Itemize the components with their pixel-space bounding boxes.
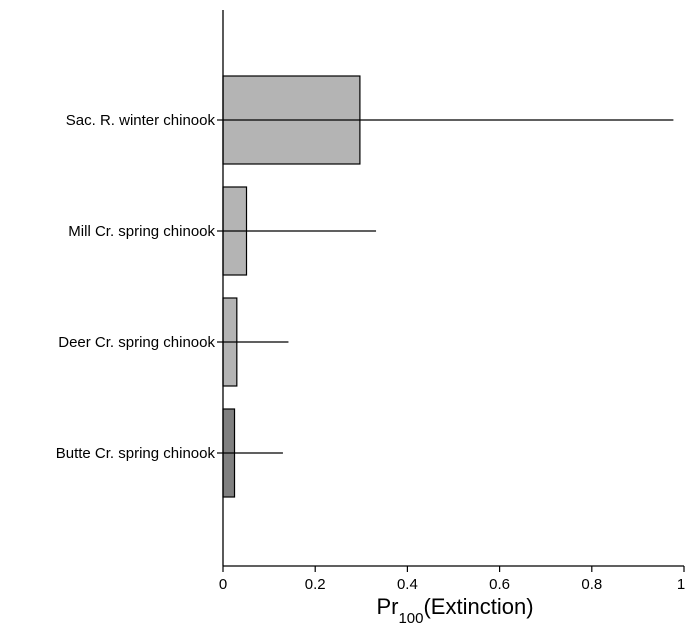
x-axis-title: Pr100(Extinction)	[376, 594, 533, 625]
bars-layer	[222, 75, 361, 498]
category-label-0: Sac. R. winter chinook	[66, 112, 216, 129]
error-bars-layer	[223, 119, 674, 454]
x-tick-label-4: 0.8	[581, 576, 602, 593]
category-label-1: Mill Cr. spring chinook	[68, 223, 215, 240]
x-axis-title-prefix: Pr	[376, 594, 398, 619]
x-tick-label-0: 0	[219, 576, 227, 593]
category-labels: Sac. R. winter chinook Mill Cr. spring ch…	[56, 112, 223, 462]
axes	[222, 10, 684, 567]
x-tick-label-3: 0.6	[489, 576, 510, 593]
x-ticks: 0 0.2 0.4 0.6 0.8 1	[219, 566, 685, 593]
x-tick-label-5: 1	[677, 576, 685, 593]
x-tick-label-2: 0.4	[397, 576, 418, 593]
category-label-2: Deer Cr. spring chinook	[58, 334, 215, 351]
x-tick-label-1: 0.2	[305, 576, 326, 593]
x-axis-title-subscript: 100	[398, 610, 423, 625]
x-axis-title-suffix: (Extinction)	[423, 594, 533, 619]
category-label-3: Butte Cr. spring chinook	[56, 445, 216, 462]
